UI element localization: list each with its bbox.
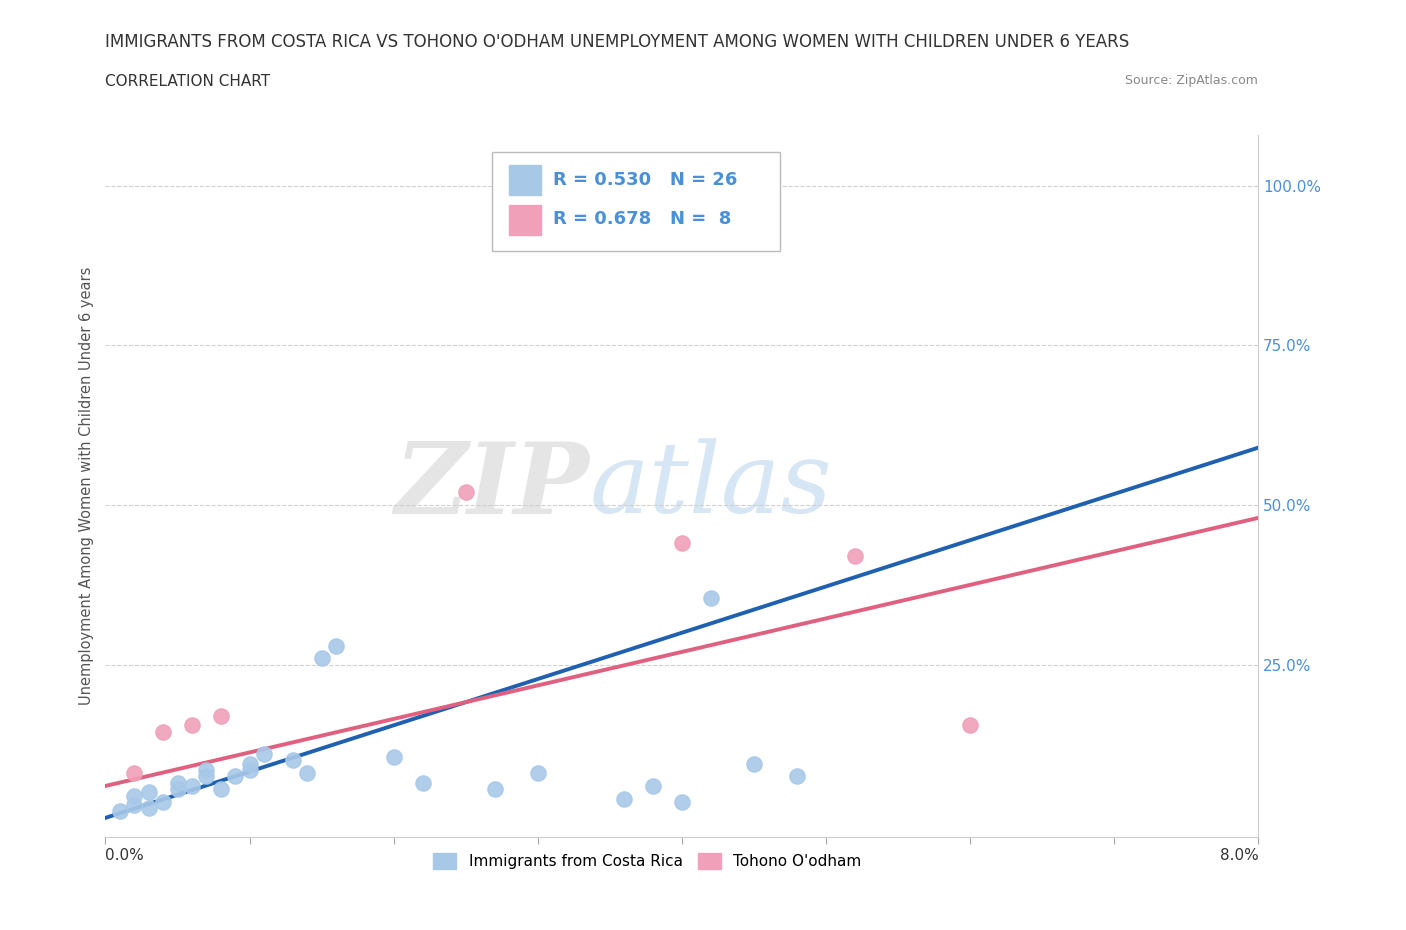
Text: Source: ZipAtlas.com: Source: ZipAtlas.com (1125, 74, 1258, 87)
Point (166, 776, 188, 790)
Point (959, 718, 981, 733)
Point (180, 778, 204, 793)
Point (311, 651, 333, 666)
Point (844, 549, 866, 564)
Point (526, 765, 548, 780)
Point (180, 718, 204, 733)
Point (124, 765, 146, 780)
Text: R = 0.678   N =  8: R = 0.678 N = 8 (553, 210, 731, 228)
Point (224, 769, 246, 784)
Point (253, 747, 276, 762)
Text: R = 0.530   N = 26: R = 0.530 N = 26 (553, 171, 737, 189)
Point (195, 763, 218, 777)
Point (152, 794, 174, 809)
FancyBboxPatch shape (492, 153, 780, 251)
Point (671, 794, 693, 809)
Point (613, 791, 636, 806)
Point (297, 765, 319, 780)
Point (454, 485, 477, 499)
Point (209, 709, 232, 724)
Text: CORRELATION CHART: CORRELATION CHART (105, 74, 270, 89)
Point (281, 753, 304, 768)
Point (152, 724, 174, 739)
Point (382, 750, 405, 764)
Point (641, 778, 665, 793)
Point (411, 776, 433, 790)
Point (239, 763, 262, 777)
Y-axis label: Unemployment Among Women with Children Under 6 years: Unemployment Among Women with Children U… (79, 267, 94, 705)
Point (484, 782, 506, 797)
Point (108, 804, 131, 819)
Bar (509, 206, 541, 234)
Text: IMMIGRANTS FROM COSTA RICA VS TOHONO O'ODHAM UNEMPLOYMENT AMONG WOMEN WITH CHILD: IMMIGRANTS FROM COSTA RICA VS TOHONO O'O… (105, 33, 1129, 50)
Point (124, 798, 146, 813)
Bar (509, 165, 541, 194)
Point (325, 638, 347, 653)
Point (138, 785, 160, 800)
Point (700, 591, 723, 605)
Point (671, 536, 693, 551)
Point (138, 801, 160, 816)
Point (124, 788, 146, 803)
Text: ZIP: ZIP (395, 438, 589, 534)
Point (195, 769, 218, 784)
Point (209, 782, 232, 797)
Point (786, 769, 808, 784)
Text: 0.0%: 0.0% (105, 848, 145, 863)
Point (239, 756, 262, 771)
Text: 8.0%: 8.0% (1219, 848, 1258, 863)
Point (166, 782, 188, 797)
Legend: Immigrants from Costa Rica, Tohono O'odham: Immigrants from Costa Rica, Tohono O'odh… (427, 847, 868, 875)
Point (742, 756, 765, 771)
Text: atlas: atlas (589, 438, 832, 534)
